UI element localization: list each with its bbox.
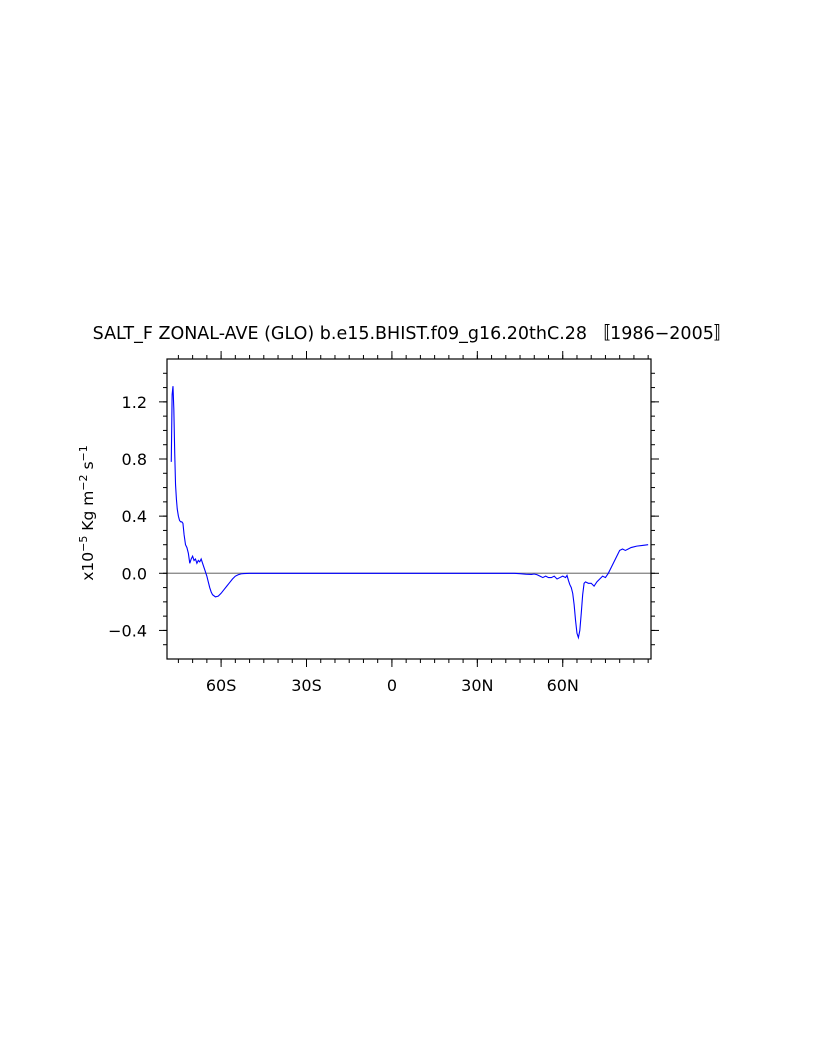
x-tick-label: 0 xyxy=(387,676,397,695)
x-tick-label: 30N xyxy=(461,676,493,695)
chart-title: SALT_F ZONAL-AVE (GLO) b.e15.BHIST.f09_g… xyxy=(93,324,732,344)
y-tick-label: 0.0 xyxy=(122,564,147,583)
y-axis-label: x10−5 Kg m−2 s−1 xyxy=(77,445,97,581)
y-tick-label: 1.2 xyxy=(122,393,147,412)
x-tick-label: 60S xyxy=(206,676,237,695)
plot-frame xyxy=(166,358,652,660)
y-tick-label: 0.8 xyxy=(122,450,147,469)
x-tick-label: 60N xyxy=(547,676,579,695)
tick-labels: 60S 30S 0 30N 60N −0.4 0.0 0.4 0.8 1.2 xyxy=(108,393,579,695)
y-tick-label: 0.4 xyxy=(122,507,147,526)
y-tick-label: −0.4 xyxy=(108,621,147,640)
x-tick-label: 30S xyxy=(291,676,322,695)
tick-marks xyxy=(159,351,659,667)
series-line xyxy=(170,386,649,640)
